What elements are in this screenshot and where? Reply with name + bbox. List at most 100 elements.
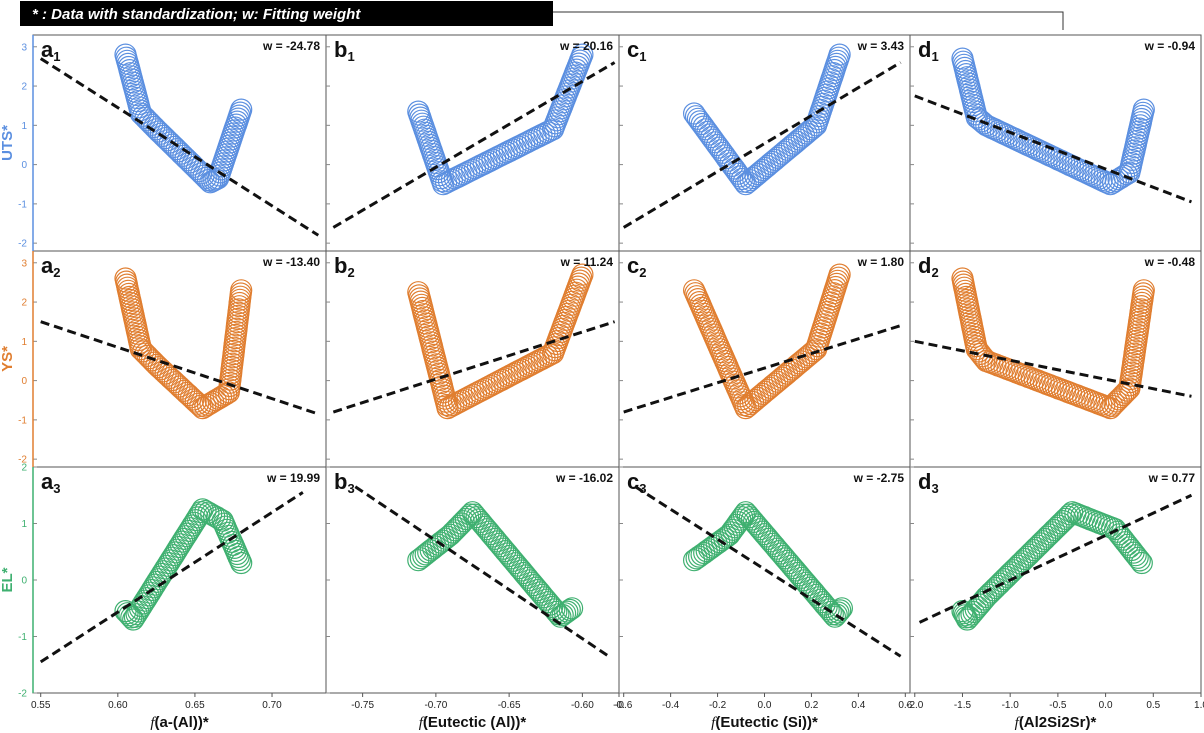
panel-b1-scatter xyxy=(332,43,616,229)
panel-a3-point-51 xyxy=(208,507,231,531)
panel-d1-point-68 xyxy=(1104,169,1127,192)
panel-c3-point-13 xyxy=(715,525,738,548)
y-axes: -2 -1 0 1 2 3 UTS* -2 -1 0 1 2 3 YS* -2 -1 0 1 2 EL* xyxy=(0,35,34,700)
x-axis-label-2: f(Eutectic (Al))* xyxy=(419,714,527,731)
panel-c3-fit-line xyxy=(634,485,902,658)
panel-a3-point-38 xyxy=(179,517,202,540)
panel-c3-point-63 xyxy=(817,598,840,621)
panel-d3: d3 w = 0.77 xyxy=(909,466,1202,694)
panel-grid: a1 w = -24.78 b1 w = 20.16 c1 w = 3.43 d1 w = -… xyxy=(32,34,1202,694)
panel-a3-point-50 xyxy=(205,506,229,529)
legend-text: * : Data with standardization; w: Fittin… xyxy=(32,6,361,23)
panel-d3-point-37 xyxy=(1029,532,1052,555)
panel-a3-point-33 xyxy=(171,530,194,553)
panel-a1-point-32 xyxy=(158,131,181,154)
panel-d3-point-19 xyxy=(988,572,1012,595)
panel-c3-point-68 xyxy=(827,601,850,624)
panel-b2-point-100 xyxy=(571,263,594,286)
panel-c2-frame xyxy=(618,250,911,468)
x-tick-label: 0.70 xyxy=(262,700,282,711)
panel-a3-point-16 xyxy=(142,576,165,599)
panel-a3-point-27 xyxy=(161,546,184,569)
panel-d3-point-36 xyxy=(1027,534,1050,557)
panel-d2-point-25 xyxy=(969,342,992,365)
panel-a2-weight: w = -13.40 xyxy=(262,255,320,269)
panel-c2-point-66 xyxy=(797,344,820,367)
y-tick-label: -1 xyxy=(18,199,27,210)
panel-a3-fit-line xyxy=(39,491,304,664)
panel-a1-point-36 xyxy=(167,140,190,163)
panel-b2: b2 w = 11.24 xyxy=(325,250,620,468)
panel-d1-scatter xyxy=(914,47,1192,204)
panel-d3-point-75 xyxy=(1124,544,1147,567)
x-axis-label-3: f(Eutectic (Si))* xyxy=(711,714,818,731)
panel-d1-fit-line xyxy=(914,94,1192,204)
panel-d3-point-28 xyxy=(1009,552,1032,575)
y-tick-label: 3 xyxy=(21,42,27,53)
panel-d3-point-33 xyxy=(1020,541,1043,564)
panel-a1-point-24 xyxy=(140,113,164,136)
panel-d3-point-25 xyxy=(1002,559,1025,582)
legend: * : Data with standardization; w: Fittin… xyxy=(20,1,1064,30)
panel-b3-point-68 xyxy=(553,602,577,625)
panel-a3-point-31 xyxy=(167,535,190,559)
y-axis-label-YS: YS* xyxy=(0,346,16,372)
panel-c1-weight: w = 3.43 xyxy=(857,39,905,53)
panel-d3-frame xyxy=(909,466,1202,694)
panel-d3-point-30 xyxy=(1013,547,1036,571)
panel-c1-point-53 xyxy=(797,120,820,143)
panel-b1: b1 w = 20.16 xyxy=(325,34,620,252)
y-axis-label-EL: EL* xyxy=(0,567,16,592)
panel-b3-scatter xyxy=(354,485,610,658)
panel-a3-point-12 xyxy=(135,586,158,610)
panel-d3-point-43 xyxy=(1042,518,1066,542)
panel-d3-point-41 xyxy=(1038,523,1061,546)
panel-b1-point-60 xyxy=(536,121,559,144)
panel-a3-point-54 xyxy=(214,515,237,538)
x-tick-label: 0.60 xyxy=(108,700,128,711)
panel-b2-point-72 xyxy=(536,345,559,368)
panel-a3-point-35 xyxy=(174,525,197,548)
panel-d1-point-93 xyxy=(1132,98,1155,121)
y-tick-label: 2 xyxy=(21,298,27,309)
panel-d3-point-78 xyxy=(1130,551,1153,575)
panel-a3-point-17 xyxy=(144,573,167,596)
panel-d3-point-18 xyxy=(986,574,1009,597)
panel-d3-point-39 xyxy=(1033,527,1057,551)
x-axis-label-4: f(Al2Si2Sr)* xyxy=(1015,714,1097,731)
panel-c3-point-66 xyxy=(823,605,847,628)
panel-d3-point-35 xyxy=(1024,536,1048,560)
panel-d2-label: d2 xyxy=(918,253,939,280)
panel-b3-point-71 xyxy=(560,597,584,620)
panel-a3-point-19 xyxy=(147,568,170,591)
panel-a3-point-65 xyxy=(228,548,251,572)
panel-a2-scatter xyxy=(40,267,319,420)
panel-b3-point-70 xyxy=(558,598,581,622)
y-tick-label: 0 xyxy=(21,160,27,171)
panel-a3-point-32 xyxy=(169,533,192,556)
x-tick-label: 0.0 xyxy=(1099,700,1113,711)
panel-a1-point-77 xyxy=(230,98,253,121)
panel-a2-label: a2 xyxy=(41,253,60,280)
panel-d3-point-38 xyxy=(1031,530,1054,553)
y-tick-label: -1 xyxy=(18,415,27,426)
panel-c2-fit-line xyxy=(623,324,902,414)
x-tick-label: 0.2 xyxy=(804,700,818,711)
panel-c1-fit-line xyxy=(622,61,902,229)
panel-a2: a2 w = -13.40 xyxy=(32,250,327,468)
panel-c3-point-21 xyxy=(730,506,754,529)
panel-a1-point-35 xyxy=(165,138,188,161)
panel-b1-label: b1 xyxy=(334,37,355,64)
panel-a3-point-29 xyxy=(164,541,187,564)
panel-a3-point-28 xyxy=(162,543,185,567)
panel-a1-fit-line xyxy=(39,57,320,237)
panel-b1-point-86 xyxy=(570,46,593,69)
panel-d3-scatter xyxy=(918,493,1193,631)
panel-a3-point-25 xyxy=(157,551,180,575)
panel-a2-point-46 xyxy=(182,388,205,411)
panel-d3-point-76 xyxy=(1126,546,1149,569)
panel-d3-fit-line xyxy=(918,493,1193,624)
panel-a3-point-6 xyxy=(125,603,148,626)
panel-d3-point-64 xyxy=(1100,516,1124,540)
